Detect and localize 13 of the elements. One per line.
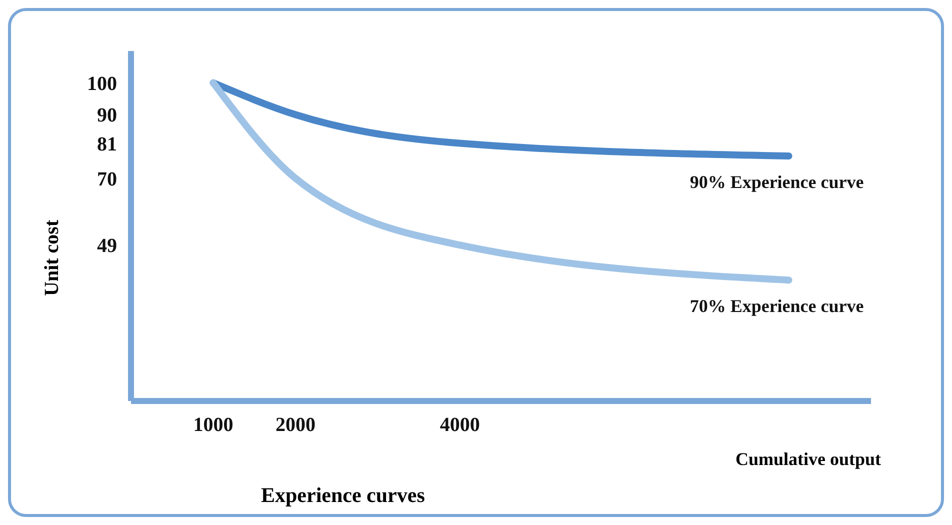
x-tick-label: 2000 xyxy=(275,414,316,436)
y-axis-title: Unit cost xyxy=(41,220,64,296)
x-tick-label: 1000 xyxy=(193,414,234,436)
y-tick-label: 49 xyxy=(97,235,117,258)
text: Experience curves xyxy=(261,483,425,508)
series-label: 90% Experience curve xyxy=(690,172,864,192)
x-axis-title: Cumulative output xyxy=(735,449,881,470)
y-tick-label: 90 xyxy=(97,104,117,127)
y-tick-label: 81 xyxy=(97,133,117,156)
y-tick-label: 100 xyxy=(87,72,117,95)
x-tick-label: 4000 xyxy=(440,414,480,436)
y-tick-label: 70 xyxy=(97,168,117,190)
series-label: 70% Experience curve xyxy=(690,296,864,316)
